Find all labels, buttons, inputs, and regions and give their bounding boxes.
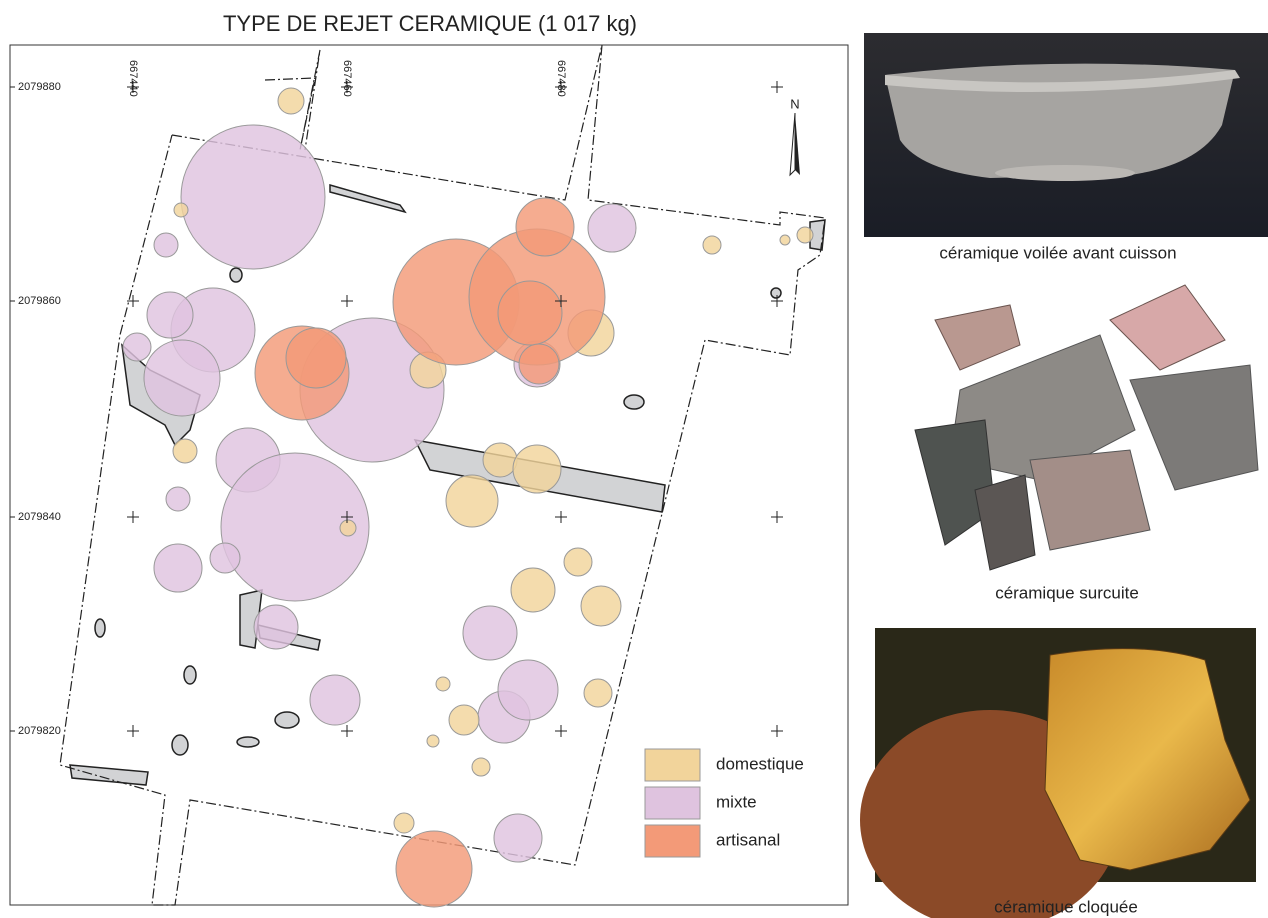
y-coordinate-label: 2079880 xyxy=(18,81,61,93)
reject-circle xyxy=(253,604,299,650)
photo-3 xyxy=(860,628,1256,918)
reject-circle xyxy=(497,659,559,721)
reject-circle xyxy=(173,202,189,218)
reject-circle xyxy=(395,830,473,908)
reject-circle xyxy=(277,87,305,115)
legend-label: domestique xyxy=(716,754,804,773)
site-boundary xyxy=(59,44,826,906)
reject-circle xyxy=(563,547,593,577)
reject-circle xyxy=(309,674,361,726)
y-coordinate-label: 2079860 xyxy=(18,295,61,307)
photo-1 xyxy=(864,33,1268,237)
y-coordinate-label: 2079840 xyxy=(18,511,61,523)
reject-circle xyxy=(426,734,440,748)
x-coordinate-label: 667480 xyxy=(555,60,567,97)
reject-circle xyxy=(393,812,415,834)
reject-circle xyxy=(497,280,563,346)
x-coordinate-label: 667460 xyxy=(341,60,353,97)
reject-circles xyxy=(122,87,814,908)
map-frame xyxy=(9,44,849,906)
photo-caption: céramique voilée avant cuisson xyxy=(939,243,1176,262)
reject-circle xyxy=(209,542,241,574)
reject-circle xyxy=(510,567,556,613)
reject-circle xyxy=(583,678,613,708)
reject-circle xyxy=(587,203,637,253)
reject-circle xyxy=(122,332,152,362)
site-boundary xyxy=(264,49,321,151)
legend-swatch xyxy=(644,748,701,782)
reject-circle xyxy=(512,444,562,494)
reject-circle xyxy=(172,438,198,464)
reject-circle xyxy=(493,813,543,863)
reject-circle xyxy=(448,704,480,736)
reject-circle xyxy=(462,605,518,661)
x-coordinate-label: 667440 xyxy=(127,60,139,97)
reject-circle xyxy=(702,235,722,255)
reject-circle xyxy=(153,543,203,593)
reject-circle xyxy=(165,486,191,512)
reject-circle xyxy=(445,474,499,528)
north-arrow: N xyxy=(789,96,800,177)
legend-label: mixte xyxy=(716,792,757,811)
reject-circle xyxy=(482,442,518,478)
photo-2 xyxy=(914,284,1259,571)
map-title: TYPE DE REJET CERAMIQUE (1 017 kg) xyxy=(223,11,637,36)
legend-swatch xyxy=(644,786,701,820)
north-label: N xyxy=(790,96,799,111)
reject-circle xyxy=(471,757,491,777)
reject-circle xyxy=(143,339,221,417)
reject-circle xyxy=(515,197,575,257)
y-coordinate-label: 2079820 xyxy=(18,725,61,737)
reject-circle xyxy=(285,327,347,389)
legend-swatch xyxy=(644,824,701,858)
reject-circle xyxy=(580,585,622,627)
photo-caption: céramique surcuite xyxy=(995,583,1139,602)
legend-label: artisanal xyxy=(716,830,780,849)
legend: domestique mixte artisanal xyxy=(644,748,804,858)
reject-circle xyxy=(180,124,326,270)
reject-circle xyxy=(153,232,179,258)
reject-circle xyxy=(146,291,194,339)
photo-caption: céramique cloquée xyxy=(994,897,1138,916)
coordinate-grid: 667440 667460 667480 2079880 2079860 2079840 2… xyxy=(10,60,783,737)
reject-circle xyxy=(339,519,357,537)
reject-circle xyxy=(435,676,451,692)
reject-circle xyxy=(796,226,814,244)
reject-circle xyxy=(220,452,370,602)
reject-circle xyxy=(779,234,791,246)
reject-circle xyxy=(518,343,560,385)
